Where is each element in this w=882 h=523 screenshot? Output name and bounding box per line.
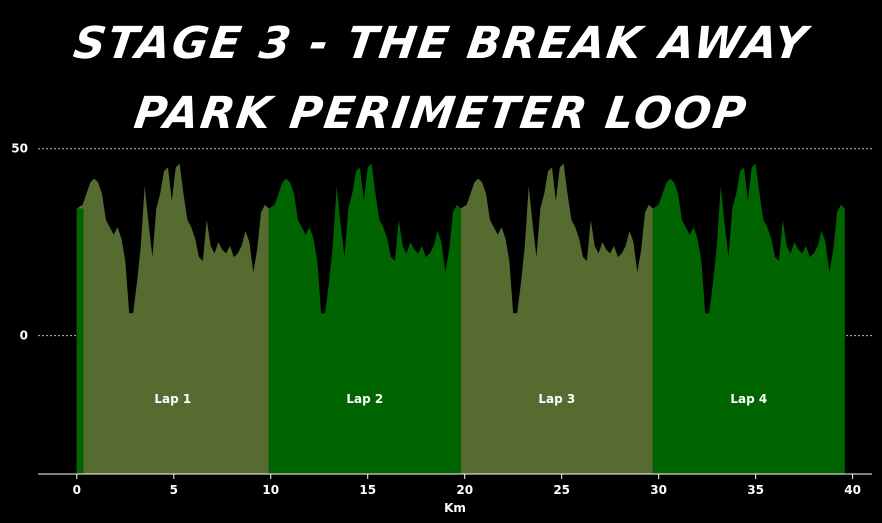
- x-tick-label: 0: [73, 483, 81, 497]
- lap-area-1: [76, 163, 269, 474]
- x-tick-label: 35: [747, 483, 764, 497]
- lap-label-4: Lap 4: [730, 392, 767, 406]
- lap-label-3: Lap 3: [538, 392, 575, 406]
- lap-area-4: [652, 163, 845, 474]
- x-tick-label: 30: [650, 483, 667, 497]
- lap-areas: [76, 163, 845, 475]
- x-tick-label: 25: [553, 483, 570, 497]
- lap-area-3: [460, 163, 653, 474]
- lap-label-1: Lap 1: [154, 392, 191, 406]
- start-segment: [76, 208, 84, 475]
- x-tick-label: 10: [262, 483, 279, 497]
- lap-area-2: [268, 163, 461, 474]
- x-tick-label: 5: [170, 483, 178, 497]
- chart-title-line-2: PARK PERIMETER LOOP: [131, 88, 751, 139]
- y-tick-label: 50: [11, 142, 28, 156]
- y-tick-label: 0: [20, 329, 28, 343]
- lap-labels: Lap 1 Lap 2 Lap 3 Lap 4: [154, 392, 767, 406]
- lap-label-2: Lap 2: [346, 392, 383, 406]
- chart-title-line-1: STAGE 3 - THE BREAK AWAY: [70, 18, 812, 69]
- x-tick-label: 15: [359, 483, 376, 497]
- x-axis-label: Km: [444, 501, 466, 515]
- x-axis: 0 5 10 15 20 25 30 35 40: [38, 473, 872, 497]
- x-tick-label: 20: [456, 483, 473, 497]
- x-tick-label: 40: [844, 483, 861, 497]
